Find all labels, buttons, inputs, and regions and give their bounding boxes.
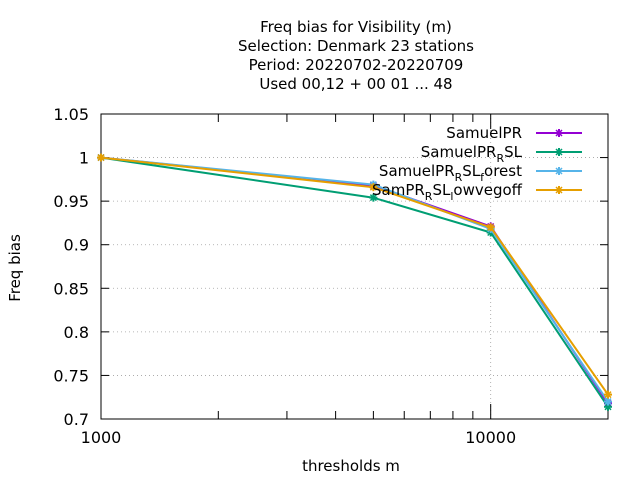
title-line-3: Period: 20220702-20220709 bbox=[249, 56, 464, 74]
axis-ticks: 0.7 0.75 0.8 0.85 0.9 0.95 1 1.05 1000 10000 bbox=[53, 105, 609, 447]
series-line bbox=[100, 156, 609, 408]
data-point bbox=[369, 183, 378, 192]
plot-border bbox=[100, 113, 609, 420]
legend-label: SamPRRSLlowvegoff bbox=[372, 181, 523, 203]
legend-label: SamuelPRRSL bbox=[421, 143, 523, 165]
y-tick-label: 0.9 bbox=[64, 236, 89, 255]
y-tick-label: 0.75 bbox=[53, 366, 89, 385]
data-point bbox=[369, 193, 378, 202]
data-point bbox=[555, 148, 563, 156]
y-tick-label: 1 bbox=[79, 149, 89, 168]
series bbox=[97, 153, 612, 411]
y-tick-label: 0.7 bbox=[64, 410, 89, 429]
y-tick-label: 1.05 bbox=[53, 105, 89, 124]
data-point bbox=[486, 223, 495, 232]
title-line-2: Selection: Denmark 23 stations bbox=[238, 37, 474, 55]
legend-label: SamuelPRRSLforest bbox=[379, 162, 522, 184]
data-point bbox=[604, 390, 612, 399]
y-tick-label: 0.8 bbox=[64, 323, 89, 342]
y-axis-label: Freq bias bbox=[6, 234, 24, 302]
x-axis-label: thresholds m bbox=[302, 457, 400, 475]
data-point bbox=[97, 153, 105, 162]
legend-label: SamuelPR bbox=[446, 124, 522, 142]
title-line-4: Used 00,12 + 00 01 ... 48 bbox=[259, 75, 452, 93]
series-line bbox=[100, 156, 609, 396]
legend: SamuelPRSamuelPRRSLSamuelPRRSLforestSamP… bbox=[372, 124, 582, 203]
grid bbox=[100, 113, 608, 420]
y-tick-label: 0.85 bbox=[53, 279, 89, 298]
y-tick-label: 0.95 bbox=[53, 192, 89, 211]
data-point bbox=[604, 397, 612, 406]
x-tick-label: 10000 bbox=[465, 428, 516, 447]
data-point bbox=[555, 186, 563, 194]
data-point bbox=[555, 129, 563, 137]
title-line-1: Freq bias for Visibility (m) bbox=[260, 18, 452, 36]
chart-title: Freq bias for Visibility (m) Selection: … bbox=[238, 18, 474, 93]
data-point bbox=[555, 167, 563, 175]
x-tick-label: 1000 bbox=[81, 428, 122, 447]
